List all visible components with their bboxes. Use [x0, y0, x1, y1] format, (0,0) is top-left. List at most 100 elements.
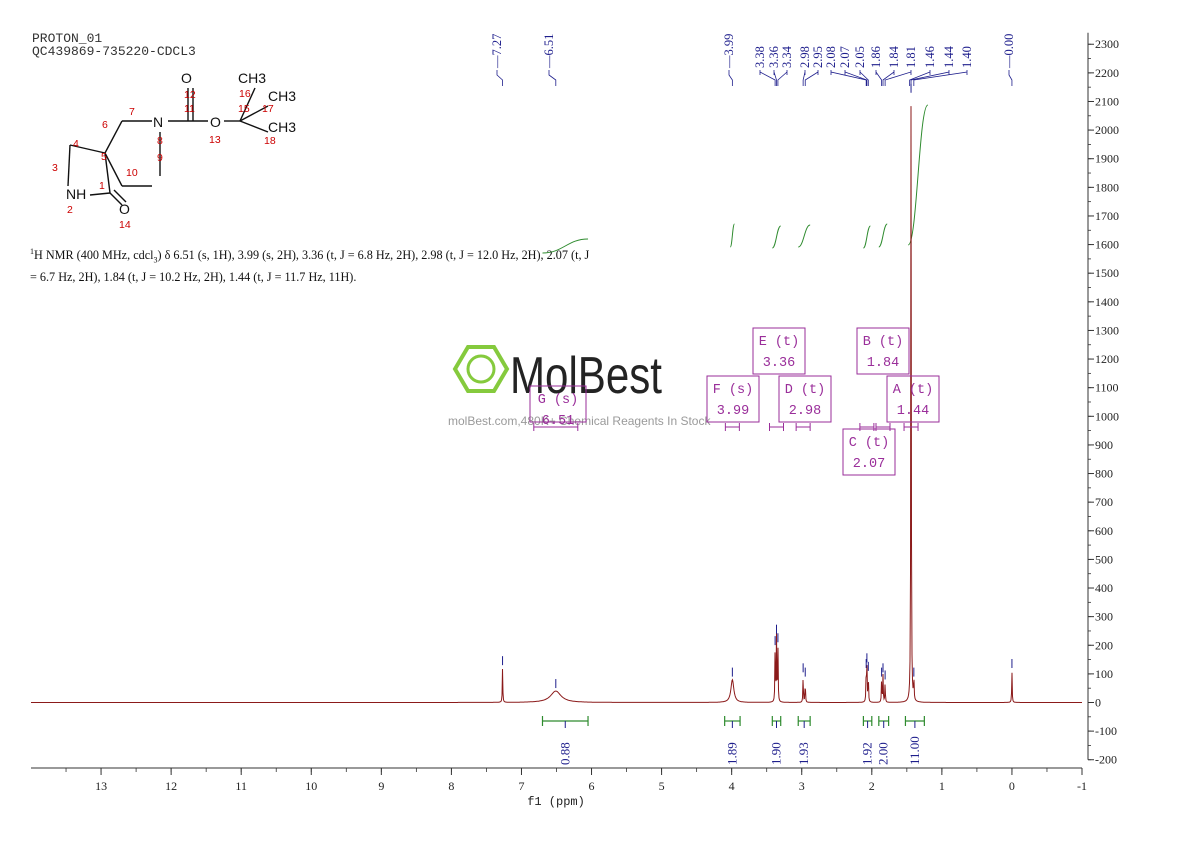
y-tick-label: 700 [1095, 495, 1113, 509]
x-tick-label: 3 [799, 779, 805, 793]
peak-label: 1.40 [960, 46, 974, 68]
atom-number-7: 7 [129, 106, 135, 118]
integral-curve [772, 225, 781, 249]
chemical-structure: O N O CH3 CH3 CH3 NH O 1 2 3 4 5 6 7 8 9… [52, 70, 296, 231]
y-tick-label: -200 [1095, 753, 1117, 767]
sample-title: PROTON_01 [32, 31, 103, 46]
peak-label: 1.81 [904, 46, 918, 68]
spectrum-trace [31, 106, 1082, 703]
multiplet-letter: B (t) [863, 335, 904, 350]
y-tick-label: 900 [1095, 438, 1113, 452]
atom-CH3-17: CH3 [268, 88, 296, 104]
peak-leader-line [1008, 70, 1013, 86]
atom-number-3: 3 [52, 162, 58, 174]
integral-curve [878, 223, 888, 248]
integral-value: 2.00 [876, 742, 891, 765]
y-tick-label: 500 [1095, 552, 1113, 566]
peak-label: —7.27 [490, 34, 504, 69]
x-tick-label: 11 [235, 779, 247, 793]
x-tick-label: 1 [939, 779, 945, 793]
atom-number-12: 12 [184, 89, 196, 101]
x-tick-label: 5 [659, 779, 665, 793]
summary-part2: ) δ 6.51 (s, 1H), 3.99 (s, 2H), 3.36 (t,… [30, 248, 590, 284]
multiplet-shift: 6.51 [542, 414, 574, 429]
peak-leader-line [548, 70, 557, 86]
peak-leader-line [884, 70, 912, 86]
peak-label: 1.46 [923, 46, 937, 68]
multiplet-box [842, 428, 896, 476]
multiplet-box [752, 327, 806, 375]
peak-leader-line [773, 70, 777, 86]
peak-label: 2.95 [811, 46, 825, 68]
atom-O12: O [181, 70, 192, 86]
x-tick-label: 2 [869, 779, 875, 793]
y-tick-label: 2000 [1095, 123, 1119, 137]
multiplet-shift: 3.36 [763, 356, 795, 371]
peak-label: 3.34 [780, 45, 794, 68]
peak-leader-line [728, 70, 733, 86]
y-tick-label: 2100 [1095, 94, 1119, 108]
peak-leader-line [910, 70, 950, 86]
multiplet-letter: A (t) [893, 383, 934, 398]
y-tick-label: 1600 [1095, 238, 1119, 252]
atom-number-13: 13 [209, 134, 221, 146]
benzene-logo-icon [452, 345, 510, 393]
atom-O13: O [210, 114, 221, 130]
multiplet-letter: C (t) [849, 436, 890, 451]
y-tick-label: -100 [1095, 724, 1117, 738]
multiplet-letter: D (t) [785, 383, 826, 398]
multiplet-letter: E (t) [759, 335, 800, 350]
integral-curve [729, 223, 735, 248]
x-tick-label: 12 [165, 779, 177, 793]
atom-number-16: 16 [239, 88, 251, 100]
y-tick-label: 0 [1095, 696, 1101, 710]
peak-label: 1.44 [942, 45, 956, 68]
multiplet-letter: F (s) [713, 383, 754, 398]
y-tick-label: 400 [1095, 581, 1113, 595]
x-tick-label: 13 [95, 779, 107, 793]
integral-value: 1.90 [769, 742, 784, 765]
integral-curve [862, 225, 871, 249]
watermark-tagline: molBest.com,480K+ Chemical Reagents In S… [448, 414, 711, 428]
peak-label: —0.00 [1002, 34, 1016, 69]
peak-label: 2.98 [798, 46, 812, 68]
peak-label: 2.08 [824, 46, 838, 68]
peak-leader-line [859, 70, 869, 86]
multiplet-box [529, 385, 587, 423]
peak-label: 3.38 [753, 46, 767, 68]
atom-number-15: 15 [238, 103, 250, 115]
multiplet-box [706, 375, 760, 423]
atom-number-10: 10 [126, 167, 138, 179]
atom-O14: O [119, 201, 130, 217]
peak-leader-line [496, 70, 503, 86]
atom-number-11: 11 [184, 103, 195, 115]
atom-number-18: 18 [264, 135, 276, 147]
x-tick-label: 0 [1009, 779, 1015, 793]
y-tick-label: 600 [1095, 524, 1113, 538]
multiplet-box [886, 375, 940, 423]
nmr-summary-text: 1H NMR (400 MHz, cdcl3) δ 6.51 (s, 1H), … [30, 247, 590, 284]
integral-value: 1.92 [860, 742, 875, 765]
y-tick-label: 300 [1095, 610, 1113, 624]
integral-curves [542, 104, 929, 254]
integral-value: 1.93 [796, 742, 811, 765]
peak-label: —3.99 [722, 34, 736, 69]
integral-curve [542, 238, 589, 254]
multiplet-letter: G (s) [538, 393, 579, 408]
atom-number-9: 9 [157, 152, 163, 164]
integral-curve [798, 224, 811, 248]
atom-number-2: 2 [67, 204, 73, 216]
sample-id: QC439869-735220-CDCL3 [32, 44, 196, 59]
peak-leader-line [804, 70, 819, 86]
y-tick-label: 1300 [1095, 323, 1119, 337]
y-tick-label: 1000 [1095, 409, 1119, 423]
atom-number-1: 1 [99, 180, 105, 192]
atom-CH3-18: CH3 [268, 119, 296, 135]
peak-label: 2.05 [853, 46, 867, 68]
atom-NH2: NH [66, 186, 86, 202]
y-tick-label: 1200 [1095, 352, 1119, 366]
x-tick-label: 9 [378, 779, 384, 793]
x-tick-label: 6 [589, 779, 595, 793]
multiplet-boxes: G (s) 6.51 F (s) 3.99 E (t) 3.36 D (t) 2.98 C (t… [529, 327, 940, 476]
